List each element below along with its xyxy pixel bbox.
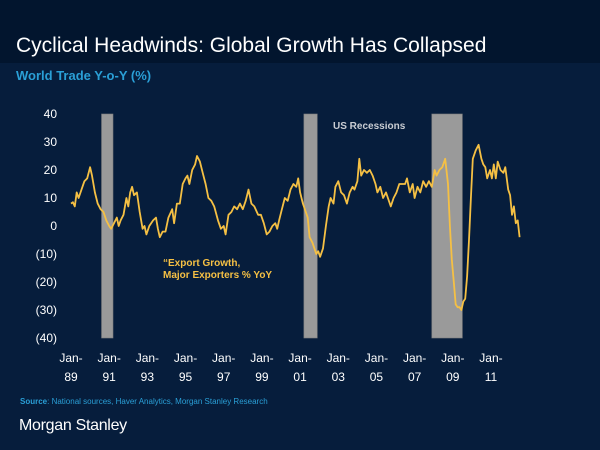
x-axis-tick-labels: Jan- 89 Jan- 91 Jan- 93 Jan- 95 Jan- 97 Jan- 99 Jan-… bbox=[59, 351, 502, 384]
x-tick-label-month: Jan- bbox=[59, 351, 82, 365]
chart-subtitle: World Trade Y-o-Y (%) bbox=[16, 68, 152, 83]
recession-bar-2 bbox=[303, 113, 318, 339]
x-tick-label-year: 91 bbox=[103, 370, 117, 384]
source-label: Source bbox=[20, 397, 48, 406]
header-band bbox=[0, 0, 600, 63]
y-tick-label: 30 bbox=[44, 135, 58, 149]
x-tick-label-month: Jan- bbox=[212, 351, 235, 365]
y-tick-label: (10) bbox=[36, 247, 57, 261]
recession-bar-3 bbox=[431, 113, 463, 339]
page-title: Cyclical Headwinds: Global Growth Has Co… bbox=[16, 34, 487, 57]
x-tick-label-month: Jan- bbox=[403, 351, 426, 365]
recession-bar-1 bbox=[101, 113, 114, 339]
morgan-stanley-logo: Morgan Stanley bbox=[19, 417, 127, 434]
x-tick-label-year: 93 bbox=[141, 370, 155, 384]
x-tick-label-year: 05 bbox=[370, 370, 384, 384]
recession-bars bbox=[101, 113, 463, 339]
series-annotation-line1: “Export Growth, bbox=[163, 258, 240, 269]
x-tick-label-month: Jan- bbox=[136, 351, 159, 365]
x-tick-label-month: Jan- bbox=[288, 351, 311, 365]
source-text: : National sources, Haver Analytics, Mor… bbox=[47, 397, 268, 406]
y-tick-label: 40 bbox=[44, 107, 58, 121]
x-tick-label-year: 89 bbox=[64, 370, 78, 384]
x-tick-label-year: 01 bbox=[293, 370, 307, 384]
y-tick-label: 20 bbox=[44, 163, 58, 177]
y-tick-label: 10 bbox=[44, 191, 58, 205]
x-tick-label-year: 95 bbox=[179, 370, 193, 384]
x-tick-label-year: 09 bbox=[446, 370, 460, 384]
x-tick-label-month: Jan- bbox=[250, 351, 273, 365]
x-tick-label-year: 11 bbox=[485, 370, 498, 384]
y-tick-label: 0 bbox=[50, 219, 57, 233]
source-note: Source: National sources, Haver Analytic… bbox=[20, 397, 268, 406]
x-tick-label-year: 07 bbox=[408, 370, 422, 384]
x-tick-label-month: Jan- bbox=[441, 351, 464, 365]
recessions-annotation: US Recessions bbox=[333, 121, 406, 132]
x-tick-label-month: Jan- bbox=[365, 351, 388, 365]
x-tick-label-year: 97 bbox=[217, 370, 231, 384]
series-annotation-line2: Major Exporters % YoY bbox=[163, 270, 272, 281]
y-tick-label: (40) bbox=[36, 331, 57, 345]
x-tick-label-month: Jan- bbox=[98, 351, 121, 365]
series-line-export-growth bbox=[70, 143, 521, 311]
x-tick-label-month: Jan- bbox=[174, 351, 197, 365]
x-tick-label-month: Jan- bbox=[327, 351, 350, 365]
x-tick-label-month: Jan- bbox=[479, 351, 502, 365]
y-axis-tick-labels: 40 30 20 10 0 (10) (20) (30) (40) bbox=[36, 107, 58, 345]
x-tick-label-year: 03 bbox=[332, 370, 346, 384]
y-tick-label: (30) bbox=[36, 303, 57, 317]
y-tick-label: (20) bbox=[36, 275, 57, 289]
x-tick-label-year: 99 bbox=[255, 370, 269, 384]
